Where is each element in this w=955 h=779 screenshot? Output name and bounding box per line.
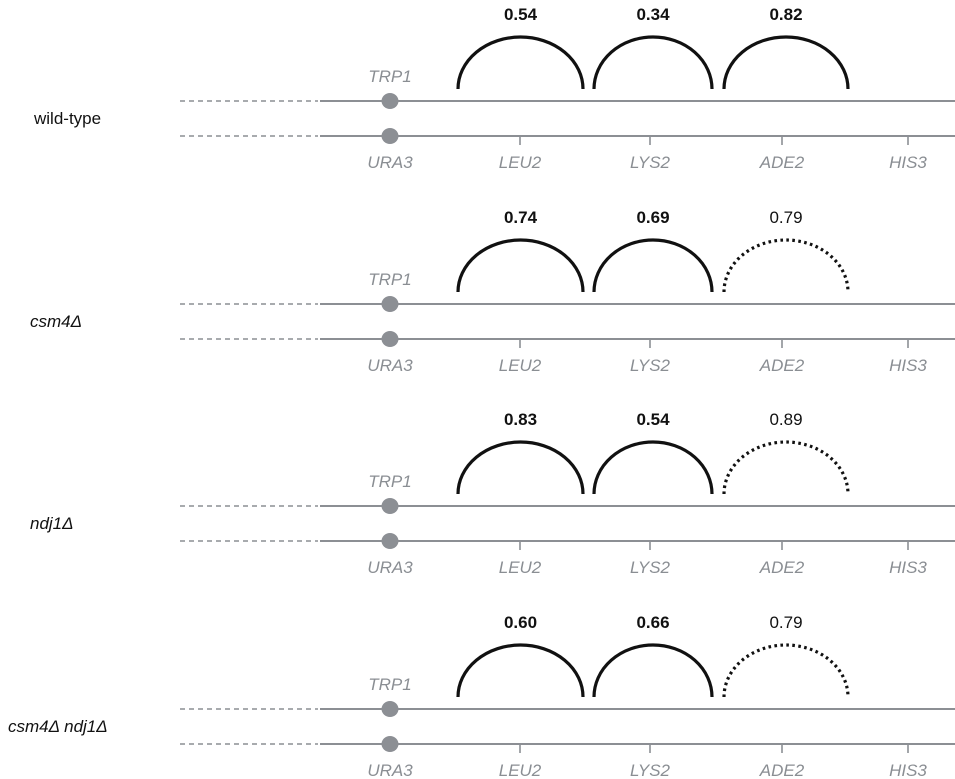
centromere-marker [381,128,399,144]
gene-label-trp1: TRP1 [368,675,411,694]
genotype-label: csm4Δ ndj1Δ [8,717,108,736]
gene-label: LYS2 [630,153,671,172]
interval-arc [592,643,714,698]
gene-label: ADE2 [759,761,805,779]
gene-label: LYS2 [630,761,671,779]
interval-arc-dotted [722,440,850,495]
interval-arc [592,35,714,90]
interval-arc [456,643,585,698]
interval-value: 0.74 [504,208,538,227]
interval-value: 0.54 [636,410,670,429]
gene-label: URA3 [367,356,413,375]
centromere-marker [381,701,399,717]
interval-arc [592,440,714,495]
gene-label-trp1: TRP1 [368,270,411,289]
genotype-row: csm4Δ TRP1 URA3 LEU2 LYS2 ADE2 HIS3 0.74 0.69 0.7… [30,208,955,375]
interval-arc [592,238,714,293]
centromere-marker [381,736,399,752]
gene-label: LYS2 [630,356,671,375]
gene-label: URA3 [367,153,413,172]
centromere-marker [381,498,399,514]
gene-label: LEU2 [499,761,542,779]
interval-value: 0.79 [769,613,802,632]
centromere-marker [381,296,399,312]
genotype-label: ndj1Δ [30,514,74,533]
interval-value: 0.54 [504,5,538,24]
gene-label: LYS2 [630,558,671,577]
gene-label: HIS3 [889,356,927,375]
gene-label: HIS3 [889,558,927,577]
genotype-label: wild-type [33,109,101,128]
genotype-row: wild-type TRP1 URA3 LEU2 LYS2 ADE2 HIS3 0.54 0.3… [33,5,955,172]
interval-arc-dotted [722,643,850,698]
gene-label: ADE2 [759,356,805,375]
gene-label: LEU2 [499,153,542,172]
gene-label: HIS3 [889,761,927,779]
gene-label-trp1: TRP1 [368,472,411,491]
interval-value: 0.69 [636,208,669,227]
interval-arc [456,35,585,90]
centromere-marker [381,533,399,549]
interval-value: 0.66 [636,613,669,632]
gene-label: LEU2 [499,558,542,577]
interval-value: 0.60 [504,613,537,632]
genotype-row: ndj1Δ TRP1 URA3 LEU2 LYS2 ADE2 HIS3 0.83 0.54 0.8… [30,410,955,577]
gene-label: URA3 [367,558,413,577]
gene-label: URA3 [367,761,413,779]
gene-label: HIS3 [889,153,927,172]
interval-arc [722,35,850,90]
interval-value: 0.79 [769,208,802,227]
gene-label: ADE2 [759,558,805,577]
genotype-label: csm4Δ [30,312,82,331]
interval-value: 0.83 [504,410,537,429]
interval-arc [456,440,585,495]
interval-value: 0.34 [636,5,670,24]
gene-label: LEU2 [499,356,542,375]
interval-value: 0.89 [769,410,802,429]
gene-label-trp1: TRP1 [368,67,411,86]
genotype-row: csm4Δ ndj1Δ TRP1 URA3 LEU2 LYS2 ADE2 HIS3 0.60 0… [8,613,955,779]
interval-value: 0.82 [769,5,802,24]
gene-label: ADE2 [759,153,805,172]
centromere-marker [381,331,399,347]
centromere-marker [381,93,399,109]
interval-arc-dotted [722,238,850,293]
interval-arc [456,238,585,293]
